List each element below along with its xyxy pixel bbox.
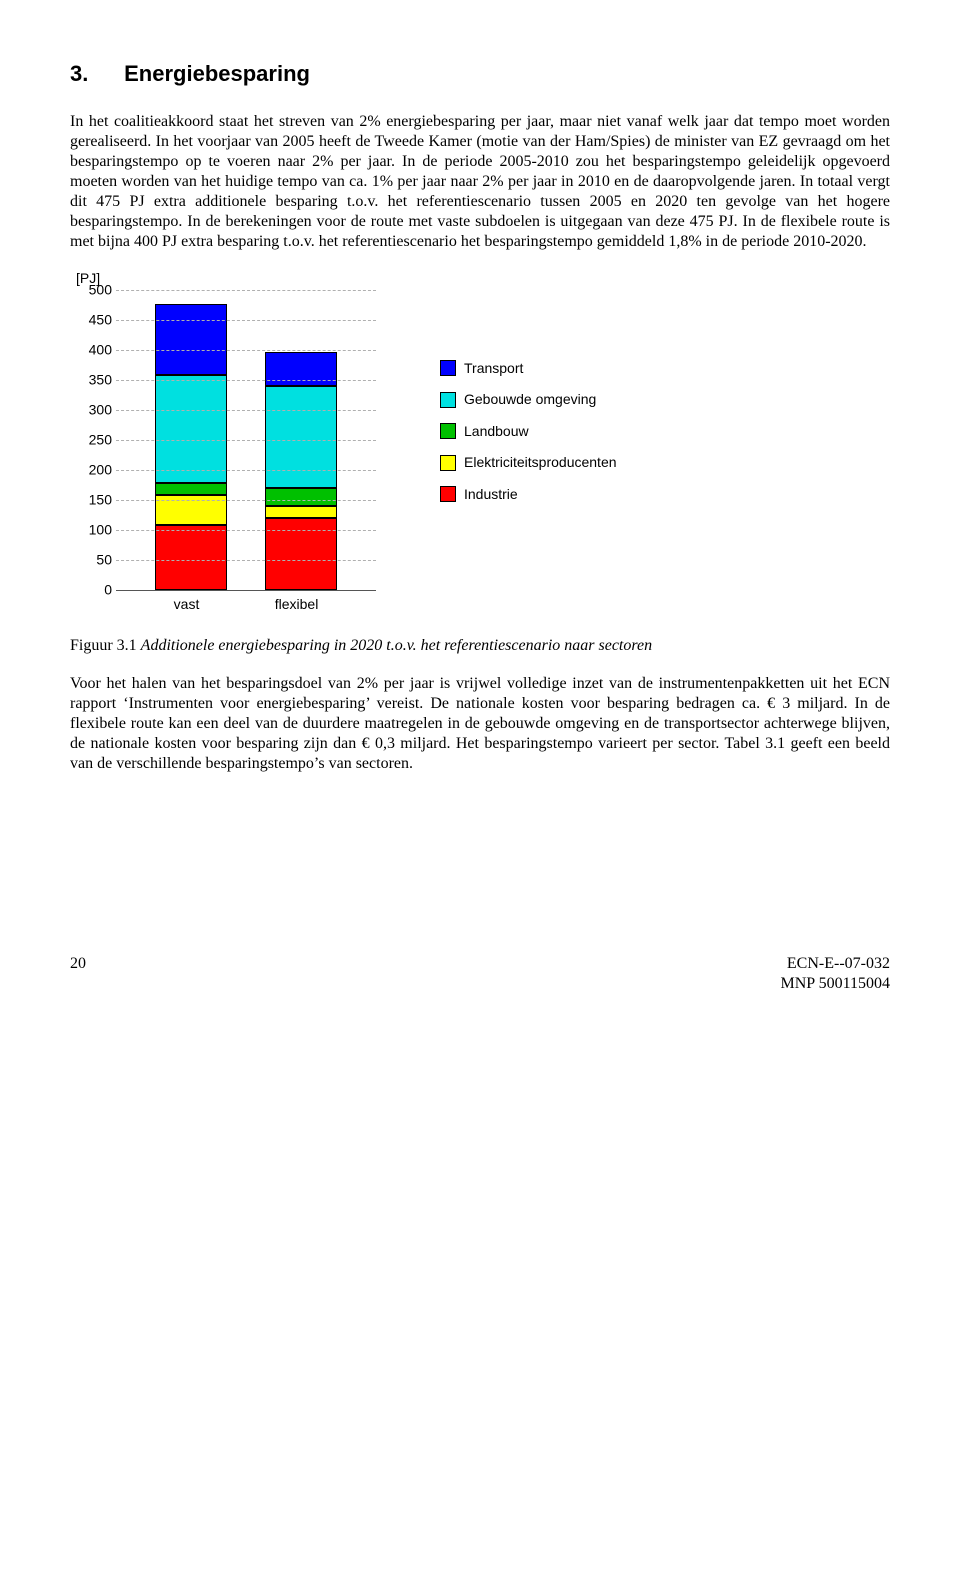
gridline (116, 440, 376, 441)
bar-segment-landbouw (155, 483, 227, 495)
y-tick-label: 350 (72, 371, 112, 389)
footer-doc-id-1: ECN-E--07-032 (781, 954, 891, 974)
y-tick-label: 250 (72, 431, 112, 449)
legend-label: Industrie (464, 486, 518, 504)
bar-segment-gebouwde (265, 386, 337, 488)
gridline (116, 560, 376, 561)
y-tick-label: 450 (72, 311, 112, 329)
gridline (116, 290, 376, 291)
bar-stack (155, 304, 227, 590)
x-tick-label: vast (174, 596, 200, 614)
legend-item-landbouw: Landbouw (440, 423, 617, 441)
figure-3-1: [PJ] vastflexibel 0501001502002503003504… (70, 270, 890, 630)
bar-segment-industrie (155, 525, 227, 590)
legend-label: Landbouw (464, 423, 529, 441)
legend-item-transport: Transport (440, 360, 617, 378)
paragraph-2: Voor het halen van het besparingsdoel va… (70, 674, 890, 774)
gridline (116, 530, 376, 531)
y-tick-label: 200 (72, 461, 112, 479)
chart-legend: Transport Gebouwde omgeving Landbouw Ele… (440, 360, 617, 518)
swatch-icon (440, 392, 456, 408)
section-title-text: Energiebesparing (124, 61, 310, 86)
figure-caption: Figuur 3.1 Additionele energiebesparing … (70, 636, 890, 656)
gridline (116, 410, 376, 411)
page-number: 20 (70, 954, 86, 994)
gridline (116, 320, 376, 321)
y-tick-label: 400 (72, 341, 112, 359)
gridline (116, 350, 376, 351)
swatch-icon (440, 455, 456, 471)
figure-caption-text: Additionele energiebesparing in 2020 t.o… (141, 637, 652, 654)
figure-number: Figuur 3.1 (70, 637, 137, 654)
y-tick-label: 0 (72, 581, 112, 599)
gridline (116, 470, 376, 471)
y-tick-label: 150 (72, 491, 112, 509)
bar-segment-industrie (265, 518, 337, 590)
bar-segment-transport (155, 304, 227, 375)
x-axis-labels: vast flexibel (116, 596, 376, 614)
bar-stack (265, 352, 337, 590)
section-heading: 3. Energiebesparing (70, 60, 890, 88)
legend-label: Gebouwde omgeving (464, 391, 596, 409)
legend-item-elektriciteit: Elektriciteitsproducenten (440, 454, 617, 472)
y-tick-label: 100 (72, 521, 112, 539)
paragraph-1: In het coalitieakkoord staat het streven… (70, 112, 890, 252)
swatch-icon (440, 360, 456, 376)
stacked-bar-chart: [PJ] vastflexibel 0501001502002503003504… (70, 270, 410, 630)
footer-doc-id-2: MNP 500115004 (781, 974, 891, 994)
page-footer: 20 ECN-E--07-032 MNP 500115004 (70, 954, 890, 994)
section-number: 3. (70, 60, 118, 88)
gridline (116, 500, 376, 501)
footer-doc-ids: ECN-E--07-032 MNP 500115004 (781, 954, 891, 994)
legend-item-gebouwde: Gebouwde omgeving (440, 391, 617, 409)
legend-item-industrie: Industrie (440, 486, 617, 504)
x-tick-label: flexibel (275, 596, 319, 614)
bar-segment-elektriciteit (265, 506, 337, 518)
bar-segment-landbouw (265, 488, 337, 506)
bar-segment-gebouwde (155, 375, 227, 483)
plot-area (116, 290, 376, 591)
y-tick-label: 300 (72, 401, 112, 419)
swatch-icon (440, 423, 456, 439)
legend-label: Transport (464, 360, 523, 378)
y-tick-label: 500 (72, 281, 112, 299)
gridline (116, 380, 376, 381)
swatch-icon (440, 486, 456, 502)
y-tick-label: 50 (72, 551, 112, 569)
legend-label: Elektriciteitsproducenten (464, 454, 617, 472)
